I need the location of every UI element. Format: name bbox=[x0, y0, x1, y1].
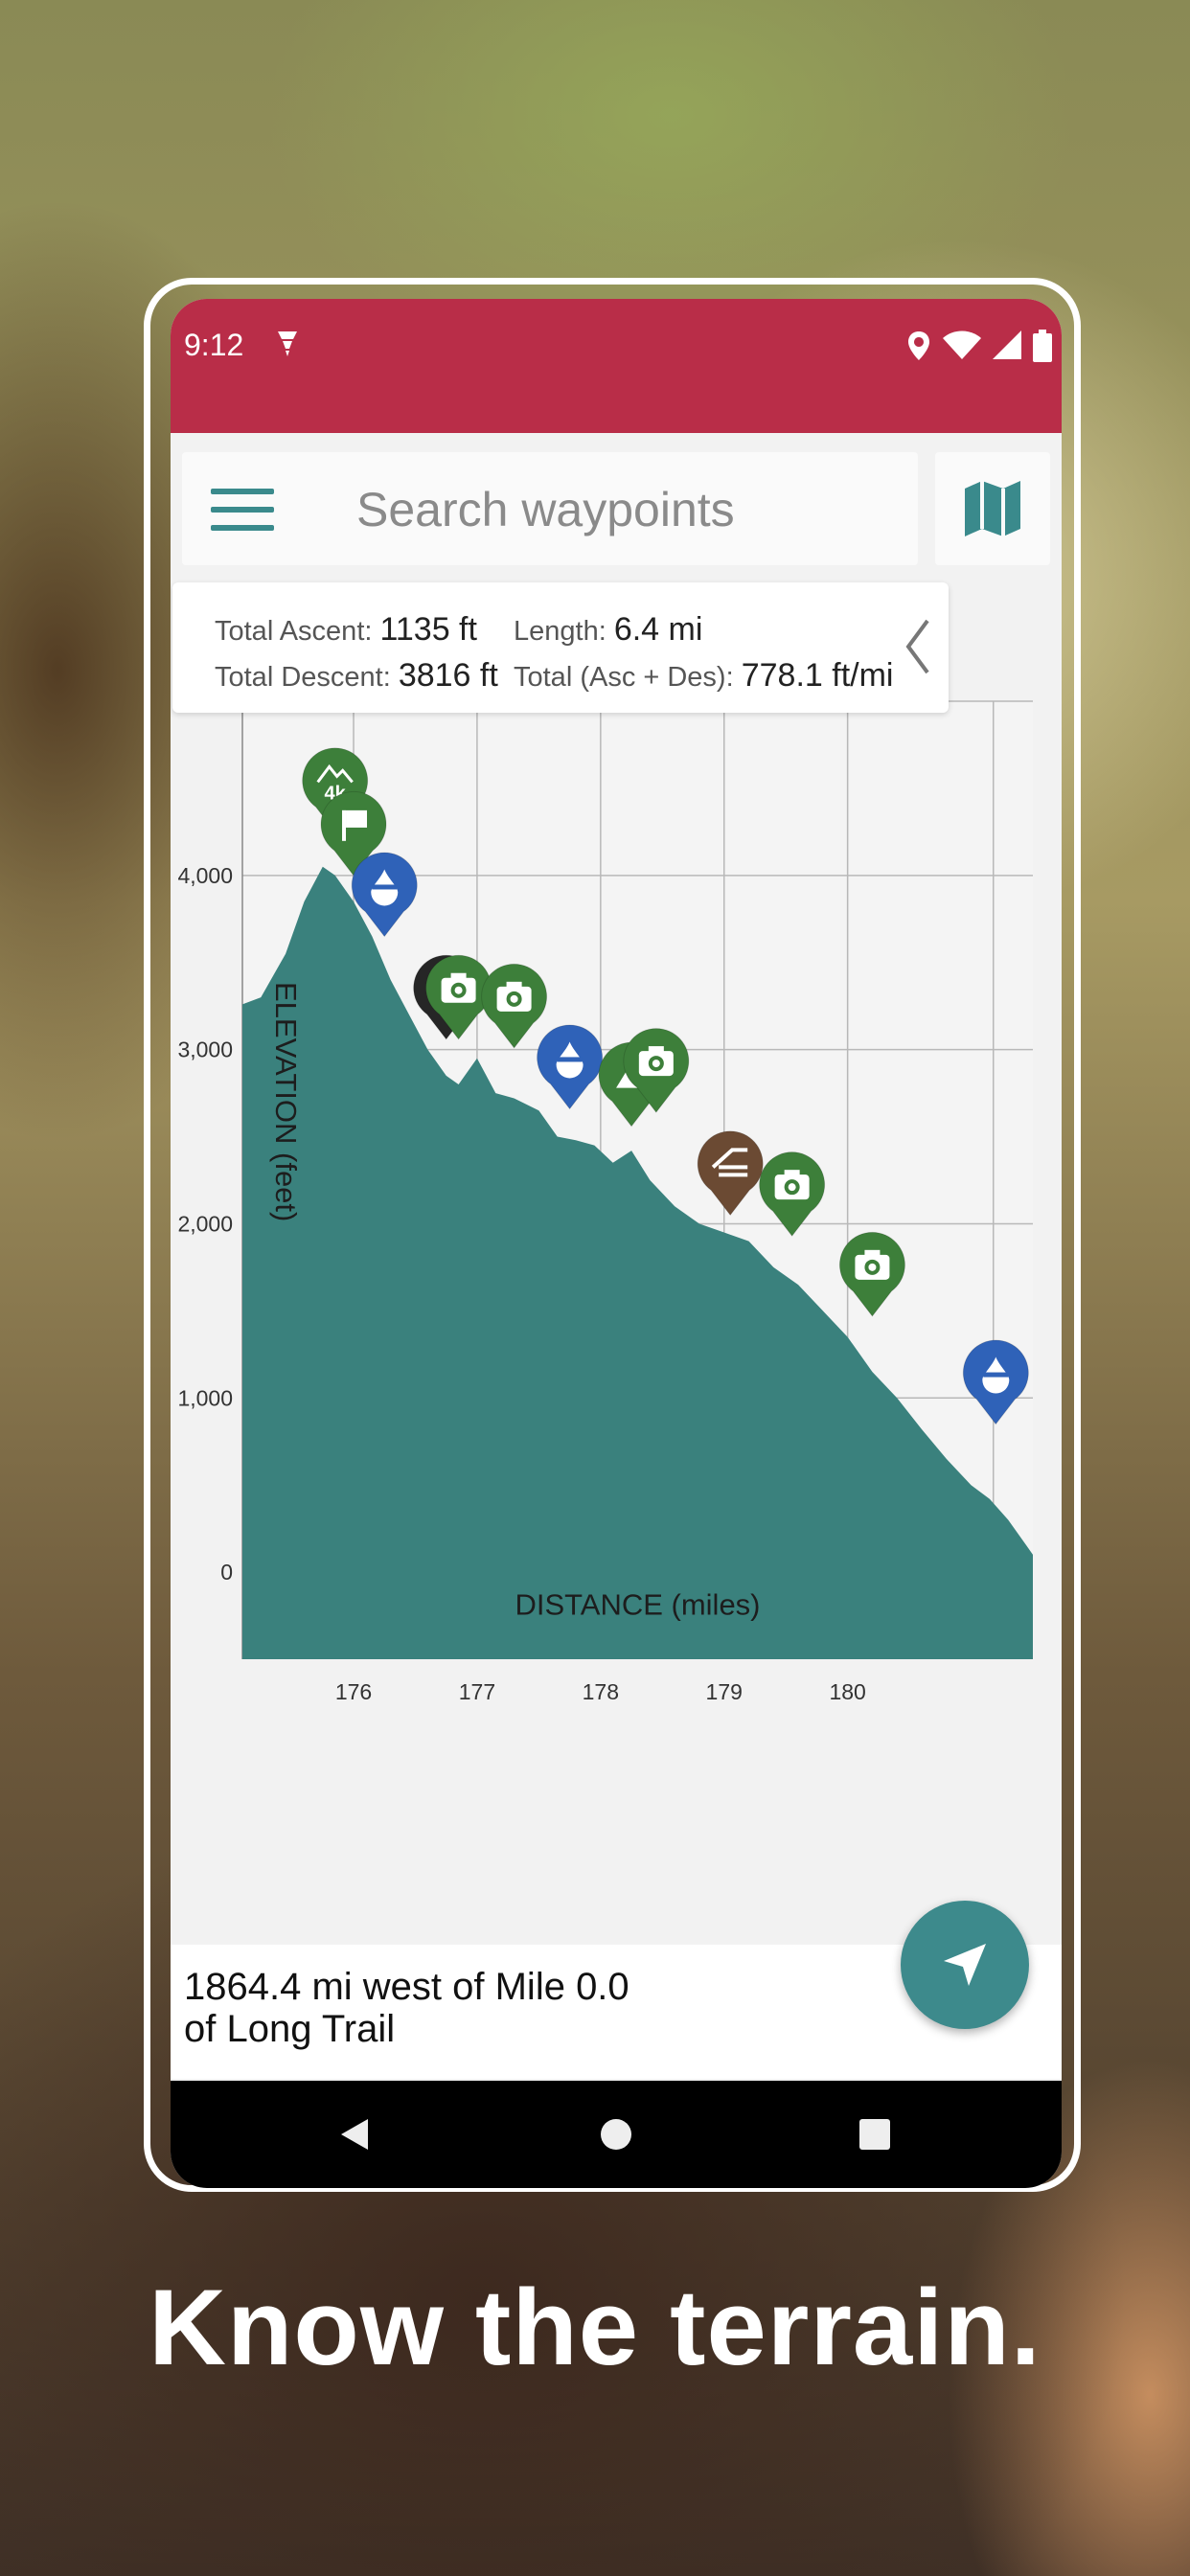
x-tick-label: 180 bbox=[829, 1679, 865, 1704]
camera-marker[interactable] bbox=[623, 1028, 690, 1113]
camera-marker[interactable] bbox=[759, 1151, 826, 1238]
x-tick-label: 179 bbox=[706, 1679, 743, 1704]
total-asc-des-value: 778.1 ft/mi bbox=[741, 657, 894, 694]
x-tick-label: 176 bbox=[335, 1679, 372, 1704]
camera-icon bbox=[638, 1046, 674, 1077]
total-ascent-label: Total Ascent: bbox=[215, 616, 373, 647]
total-asc-des-label: Total (Asc + Des): bbox=[514, 662, 734, 693]
elevation-area bbox=[242, 866, 1033, 1659]
length-label: Length: bbox=[514, 616, 606, 647]
total-descent-value: 3816 ft bbox=[398, 657, 498, 694]
home-circle-icon bbox=[601, 2119, 631, 2150]
camera-icon bbox=[855, 1249, 890, 1280]
status-bar: 9:12 bbox=[171, 299, 1062, 433]
navigation-arrow-icon bbox=[944, 1944, 986, 1986]
menu-icon[interactable] bbox=[211, 489, 274, 531]
y-axis-title: ELEVATION (feet) bbox=[269, 982, 303, 1221]
total-asc-des: Total (Asc + Des): 778.1 ft/mi bbox=[514, 657, 893, 695]
tagline: Know the terrain. bbox=[149, 2268, 1041, 2387]
total-ascent-value: 1135 ft bbox=[379, 611, 477, 648]
map-icon bbox=[965, 481, 1020, 536]
map-view-button[interactable] bbox=[935, 452, 1050, 565]
total-descent: Total Descent: 3816 ft bbox=[215, 657, 498, 695]
cell-signal-icon bbox=[993, 331, 1021, 359]
total-ascent: Total Ascent: 1135 ft bbox=[215, 611, 477, 649]
recents-button[interactable] bbox=[827, 2081, 923, 2188]
location-distance-text: 1864.4 mi west of Mile 0.0 bbox=[184, 1966, 629, 2008]
length: Length: 6.4 mi bbox=[514, 611, 702, 649]
camera-marker[interactable] bbox=[425, 954, 492, 1040]
y-tick-label: 4,000 bbox=[177, 863, 233, 888]
x-axis-title: DISTANCE (miles) bbox=[515, 1588, 760, 1622]
elevation-chart[interactable]: 01,0002,0003,0004,0005,00017617717817918… bbox=[171, 689, 1062, 1704]
recents-square-icon bbox=[859, 2119, 890, 2150]
phone-frame bbox=[144, 278, 1081, 2192]
location-trail-text: of Long Trail bbox=[184, 2008, 396, 2050]
flag-marker[interactable] bbox=[320, 790, 387, 877]
flag-icon bbox=[342, 809, 368, 841]
status-time: 9:12 bbox=[184, 328, 244, 362]
y-tick-label: 3,000 bbox=[177, 1037, 233, 1062]
camera-icon bbox=[441, 972, 476, 1003]
trail-app-notification-icon bbox=[278, 331, 297, 356]
wifi-icon bbox=[943, 331, 981, 359]
total-descent-label: Total Descent: bbox=[215, 662, 391, 693]
battery-icon bbox=[1033, 330, 1052, 362]
status-icons bbox=[906, 330, 1052, 362]
stats-panel: Total Ascent: 1135 ft Length: 6.4 mi Tot… bbox=[172, 582, 949, 713]
shelter-icon bbox=[711, 1148, 748, 1177]
shelter-marker[interactable] bbox=[697, 1130, 764, 1217]
water-drop-icon bbox=[556, 1041, 584, 1079]
camera-marker[interactable] bbox=[838, 1231, 905, 1317]
search-input[interactable] bbox=[355, 477, 895, 542]
x-tick-label: 178 bbox=[583, 1679, 619, 1704]
camera-icon bbox=[774, 1170, 810, 1200]
water-drop-marker[interactable] bbox=[962, 1339, 1029, 1425]
chevron-left-icon[interactable] bbox=[899, 615, 937, 678]
water-drop-icon bbox=[371, 869, 399, 906]
y-tick-label: 0 bbox=[220, 1560, 233, 1584]
location-icon bbox=[908, 331, 929, 360]
search-bar bbox=[182, 452, 918, 565]
system-nav-bar bbox=[171, 2081, 1062, 2188]
back-triangle-icon bbox=[341, 2119, 368, 2150]
y-tick-label: 2,000 bbox=[177, 1211, 233, 1236]
camera-icon bbox=[496, 981, 532, 1012]
water-drop-icon bbox=[982, 1356, 1010, 1394]
back-button[interactable] bbox=[307, 2081, 402, 2188]
x-tick-label: 177 bbox=[459, 1679, 495, 1704]
home-button[interactable] bbox=[568, 2081, 664, 2188]
y-tick-label: 1,000 bbox=[177, 1385, 233, 1410]
camera-marker[interactable] bbox=[481, 963, 548, 1049]
navigate-button[interactable] bbox=[901, 1901, 1029, 2029]
water-drop-marker[interactable] bbox=[351, 852, 418, 938]
length-value: 6.4 mi bbox=[613, 611, 703, 648]
elevation-chart-svg: 01,0002,0003,0004,0005,00017617717817918… bbox=[177, 689, 1033, 1704]
